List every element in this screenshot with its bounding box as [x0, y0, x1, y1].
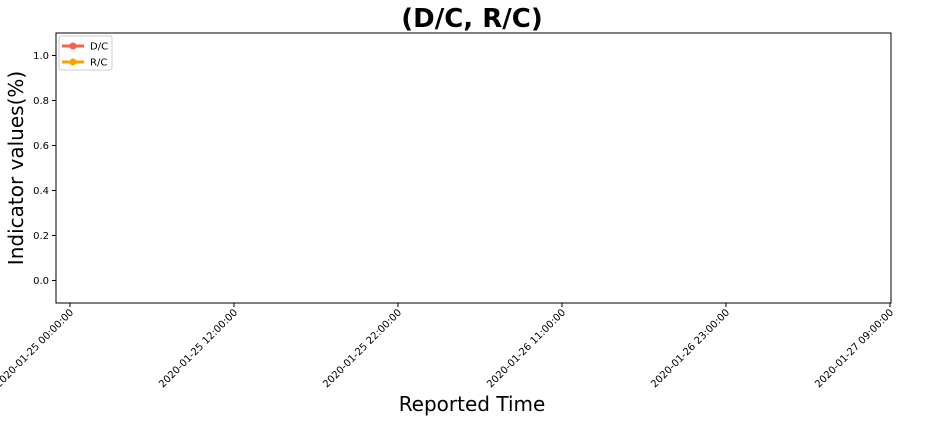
- y-axis: 0.0 0.2 0.4 0.6 0.8 1.0: [33, 51, 56, 287]
- x-tick-label: 2020-01-26 11:00:00: [485, 307, 568, 390]
- y-tick-label: 0.6: [33, 141, 49, 152]
- y-axis-label: Indicator values(%): [4, 71, 28, 265]
- x-axis-label: Reported Time: [399, 392, 546, 416]
- x-tick-label: 2020-01-26 23:00:00: [649, 307, 732, 390]
- legend-marker-2: [69, 58, 77, 66]
- legend-marker-1: [69, 42, 77, 50]
- x-tick-label: 2020-01-27 09:00:00: [813, 307, 896, 390]
- plot-area: [55, 32, 892, 304]
- y-tick-label: 0.2: [33, 231, 49, 242]
- y-tick-label: 0.4: [33, 186, 49, 197]
- x-tick-label: 2020-01-25 00:00:00: [0, 307, 76, 390]
- legend-label-1: D/C: [90, 42, 108, 53]
- legend-label-2: R/C: [90, 58, 107, 69]
- chart-title: (D/C, R/C): [401, 4, 542, 34]
- legend: D/C R/C: [58, 35, 113, 71]
- x-axis: 2020-01-25 00:00:00 2020-01-25 12:00:00 20…: [0, 303, 896, 390]
- x-tick-label: 2020-01-25 12:00:00: [157, 307, 240, 390]
- y-tick-label: 0.0: [33, 276, 49, 287]
- x-tick-label: 2020-01-25 22:00:00: [321, 307, 404, 390]
- y-tick-label: 0.8: [33, 96, 49, 107]
- y-tick-label: 1.0: [33, 51, 49, 62]
